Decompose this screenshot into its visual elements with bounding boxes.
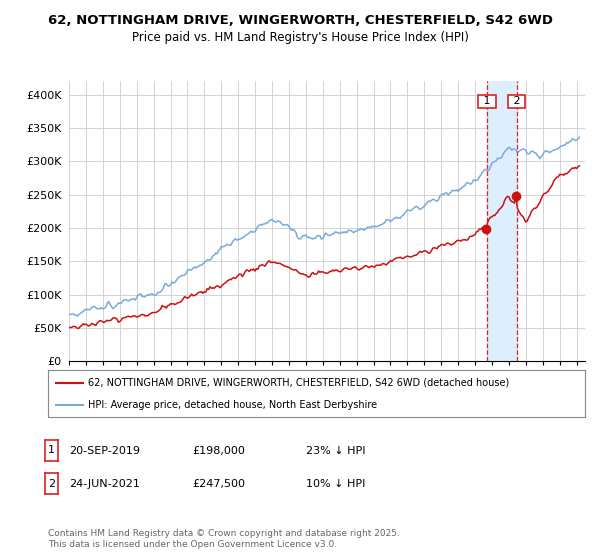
Text: £247,500: £247,500 — [192, 479, 245, 489]
Text: 62, NOTTINGHAM DRIVE, WINGERWORTH, CHESTERFIELD, S42 6WD: 62, NOTTINGHAM DRIVE, WINGERWORTH, CHEST… — [47, 14, 553, 27]
Text: 2: 2 — [48, 479, 55, 489]
Text: Contains HM Land Registry data © Crown copyright and database right 2025.
This d: Contains HM Land Registry data © Crown c… — [48, 529, 400, 549]
Text: 23% ↓ HPI: 23% ↓ HPI — [306, 446, 365, 456]
Text: 1: 1 — [48, 445, 55, 455]
Text: 2: 2 — [509, 96, 524, 106]
Text: 10% ↓ HPI: 10% ↓ HPI — [306, 479, 365, 489]
Text: Price paid vs. HM Land Registry's House Price Index (HPI): Price paid vs. HM Land Registry's House … — [131, 31, 469, 44]
Text: 24-JUN-2021: 24-JUN-2021 — [69, 479, 140, 489]
Text: HPI: Average price, detached house, North East Derbyshire: HPI: Average price, detached house, Nort… — [88, 400, 377, 410]
Text: £198,000: £198,000 — [192, 446, 245, 456]
Text: 20-SEP-2019: 20-SEP-2019 — [69, 446, 140, 456]
Bar — [487, 81, 517, 361]
Text: 1: 1 — [480, 96, 494, 106]
Text: 62, NOTTINGHAM DRIVE, WINGERWORTH, CHESTERFIELD, S42 6WD (detached house): 62, NOTTINGHAM DRIVE, WINGERWORTH, CHEST… — [88, 378, 509, 388]
